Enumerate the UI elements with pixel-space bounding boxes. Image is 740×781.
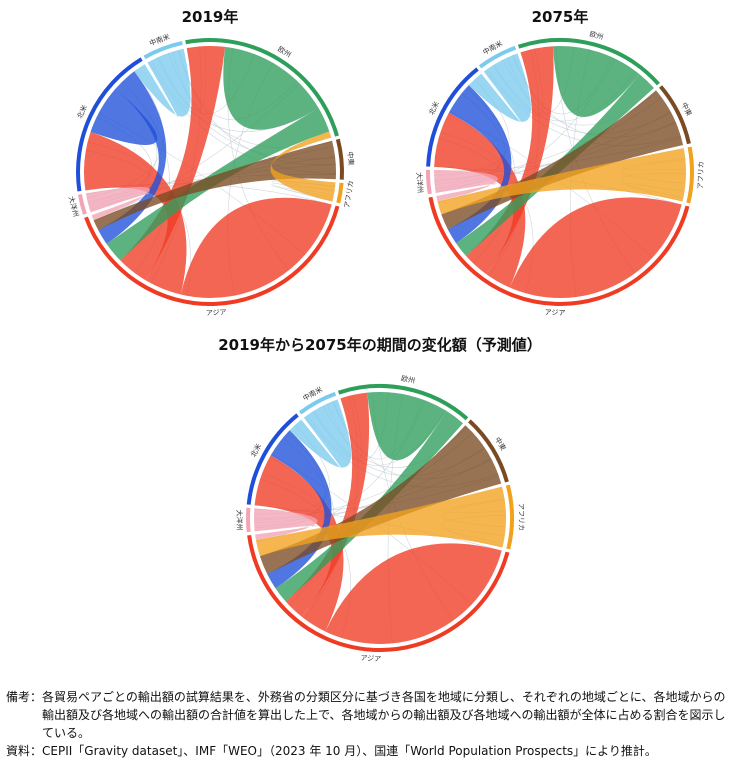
source-row: 資料： CEPII「Gravity dataset」、IMF「WEO」（2023… — [6, 742, 734, 760]
region-label: アフリカ — [697, 161, 706, 189]
chord-ribbon — [285, 392, 370, 617]
flows — [254, 392, 506, 644]
region-label: 大洋州 — [235, 509, 244, 530]
region-arc — [336, 182, 344, 204]
chord-ribbon — [466, 46, 554, 275]
remarks-label: 備考： — [6, 690, 43, 704]
region-arc — [517, 38, 660, 86]
region-arc — [468, 419, 509, 483]
region-label: アフリカ — [517, 503, 525, 531]
chord-ribbon — [85, 186, 151, 221]
source-label: 資料： — [6, 744, 43, 758]
flows — [84, 46, 336, 298]
region-label: 大洋州 — [67, 195, 81, 218]
region-arc — [77, 194, 87, 215]
chord-ribbon — [134, 48, 191, 118]
remarks-row: 備考： 各貿易ペアごとの輸出額の試算結果を、外務省の分類区分に基づき各国を地域に… — [6, 688, 734, 742]
region-arc — [659, 85, 691, 145]
region-arc — [426, 67, 479, 167]
chord-ribbon — [84, 132, 187, 295]
chord-ribbon — [468, 53, 531, 123]
chord-ribbon — [106, 108, 330, 261]
region-arc — [247, 534, 510, 652]
region-arc — [143, 40, 183, 60]
remarks-text: 各貿易ペアごとの輸出額の試算結果を、外務省の分類区分に基づき各国を地域に分類し、… — [42, 690, 726, 740]
source-text: CEPII「Gravity dataset」、IMF「WEO」（2023 年 1… — [42, 744, 657, 758]
chord-ribbon — [90, 88, 158, 145]
chord-ribbon — [553, 46, 640, 117]
chord-ribbon — [93, 140, 336, 231]
region-label: アジア — [360, 654, 381, 663]
region-label: アジア — [545, 309, 566, 318]
region-label: 中東 — [346, 151, 356, 166]
region-label: アジア — [206, 308, 227, 317]
region-arc — [426, 169, 432, 195]
chord-chart-2075: 2075年 アジア 大洋州 北米 中南米 欧州 中東 アフリカ — [410, 0, 710, 320]
chord-ribbon — [270, 131, 336, 202]
region-arc — [298, 391, 337, 415]
region-arc — [246, 413, 299, 505]
flows — [434, 46, 686, 298]
chord-ribbon — [255, 486, 506, 557]
chord-ribbon — [325, 543, 502, 644]
chord-ribbon — [367, 392, 447, 461]
chord-ribbon — [275, 410, 464, 602]
region-arc — [246, 507, 251, 533]
chord-ribbon — [437, 148, 686, 215]
chord-ribbon — [180, 197, 332, 298]
chart-title: 2019年から2075年の期間の変化額（予測値） — [218, 336, 542, 354]
region-label: 大洋州 — [415, 172, 426, 194]
region-label: 北米 — [248, 442, 263, 459]
region-label: 北米 — [75, 103, 89, 120]
region-arc — [505, 484, 514, 550]
chart-title: 2019年 — [181, 8, 239, 26]
chord-ribbon — [509, 197, 682, 298]
region-arc — [337, 384, 469, 421]
chord-ribbon — [254, 508, 318, 540]
chord-ribbon — [223, 46, 319, 130]
region-arc — [428, 196, 690, 306]
region-label: 欧州 — [400, 374, 416, 386]
notes: 備考： 各貿易ペアごとの輸出額の試算結果を、外務省の分類区分に基づき各国を地域に… — [6, 688, 734, 760]
chord-ribbon — [289, 399, 352, 469]
region-arc — [76, 57, 143, 192]
chord-chart-change: 2019年から2075年の期間の変化額（予測値） アジア 大洋州 北米 中南米 欧州 中東… — [218, 332, 542, 664]
region-label: 北米 — [427, 100, 441, 117]
chord-chart-2019: 2019年 アジア 大洋州 北米 中南米 欧州 中東 アフリカ — [60, 0, 360, 320]
region-arc — [478, 45, 517, 69]
chart-title: 2075年 — [531, 8, 589, 26]
region-arc — [686, 146, 694, 204]
region-arc — [185, 38, 339, 137]
region-label: アフリカ — [343, 180, 355, 209]
chord-ribbon — [434, 169, 499, 202]
region-label: 中東 — [680, 101, 694, 118]
region-arc — [84, 205, 340, 306]
region-arc — [335, 138, 344, 180]
chord-ribbon — [120, 46, 226, 281]
region-label: 欧州 — [589, 29, 605, 41]
